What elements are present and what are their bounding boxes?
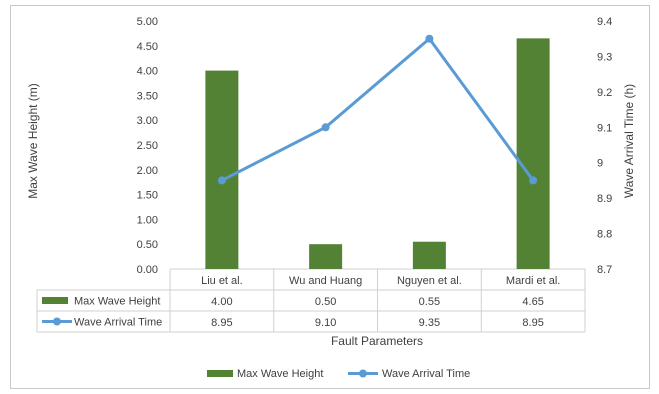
line-series — [217, 34, 538, 185]
table-cell-max-wave-height: 0.50 — [315, 296, 336, 308]
axis-ticks: 0.00 0.50 1.00 1.50 2.00 2.50 3.00 3.50 4.00 4.50… — [137, 16, 613, 276]
y-right-tick-label: 9.4 — [597, 16, 612, 28]
table-cell-wave-arrival-time: 8.95 — [211, 317, 232, 329]
table-series-label: Max Wave Height — [74, 296, 160, 308]
y-axis-left-title: Max Wave Height (m) — [26, 83, 40, 199]
line-point-wave-arrival-time — [217, 176, 226, 185]
y-right-tick-label: 8.8 — [597, 229, 612, 241]
table-cell-wave-arrival-time: 9.10 — [315, 317, 336, 329]
y-right-tick-label: 9.2 — [597, 87, 612, 99]
y-left-tick-label: 0.50 — [137, 239, 158, 251]
y-axis-right-title: Wave Arrival Time (h) — [622, 84, 636, 198]
chart-frame: 0.00 0.50 1.00 1.50 2.00 2.50 3.00 3.50 4.00 4.50… — [10, 5, 650, 389]
line-point-wave-arrival-time — [529, 176, 538, 185]
y-right-tick-label: 8.9 — [597, 193, 612, 205]
y-left-tick-label: 5.00 — [137, 16, 158, 28]
y-left-tick-label: 1.00 — [137, 214, 158, 226]
table-cell-wave-arrival-time: 8.95 — [522, 317, 543, 329]
y-left-tick-label: 3.00 — [137, 115, 158, 127]
y-right-tick-label: 9.3 — [597, 51, 612, 63]
line-wave-arrival-time — [221, 37, 535, 182]
line-point-wave-arrival-time — [321, 123, 330, 132]
table-cell-wave-arrival-time: 9.35 — [419, 317, 440, 329]
category-label: Mardi et al. — [506, 275, 560, 287]
table-cell-max-wave-height: 0.55 — [419, 296, 440, 308]
legend-label-line: Wave Arrival Time — [382, 368, 470, 380]
bar-series — [205, 38, 550, 269]
y-right-tick-label: 9 — [597, 158, 603, 170]
y-left-tick-label: 0.00 — [137, 264, 158, 276]
y-right-tick-label: 9.1 — [597, 122, 612, 134]
data-table: Liu et al. Wu and Huang Nguyen et al. Mardi… — [42, 275, 560, 329]
y-left-tick-label: 1.50 — [137, 190, 158, 202]
category-label: Wu and Huang — [289, 275, 362, 287]
bar-max-wave-height — [205, 70, 239, 269]
legend-swatch-bar — [207, 370, 233, 377]
bar-max-wave-height — [309, 244, 343, 269]
y-left-tick-label: 3.50 — [137, 90, 158, 102]
table-cell-max-wave-height: 4.00 — [211, 296, 232, 308]
line-point-wave-arrival-time — [425, 34, 434, 43]
table-cell-max-wave-height: 4.65 — [522, 296, 543, 308]
legend: Max Wave Height Wave Arrival Time — [207, 368, 470, 380]
bar-max-wave-height — [516, 38, 550, 269]
y-left-tick-label: 4.50 — [137, 41, 158, 53]
combo-chart: 0.00 0.50 1.00 1.50 2.00 2.50 3.00 3.50 4.00 4.50… — [26, 16, 636, 380]
table-series-label: Wave Arrival Time — [74, 317, 162, 329]
bar-max-wave-height — [412, 241, 446, 269]
legend-label-bar: Max Wave Height — [237, 368, 323, 380]
table-key-swatch — [42, 297, 68, 304]
y-right-tick-label: 8.7 — [597, 264, 612, 276]
y-left-tick-label: 2.50 — [137, 140, 158, 152]
table-key-marker — [53, 317, 61, 326]
y-left-tick-label: 2.00 — [137, 165, 158, 177]
category-label: Nguyen et al. — [397, 275, 462, 287]
category-label: Liu et al. — [201, 275, 243, 287]
table-lines — [36, 268, 586, 333]
y-left-tick-label: 4.00 — [137, 66, 158, 78]
x-axis-title: Fault Parameters — [331, 334, 423, 348]
legend-marker — [359, 369, 367, 378]
